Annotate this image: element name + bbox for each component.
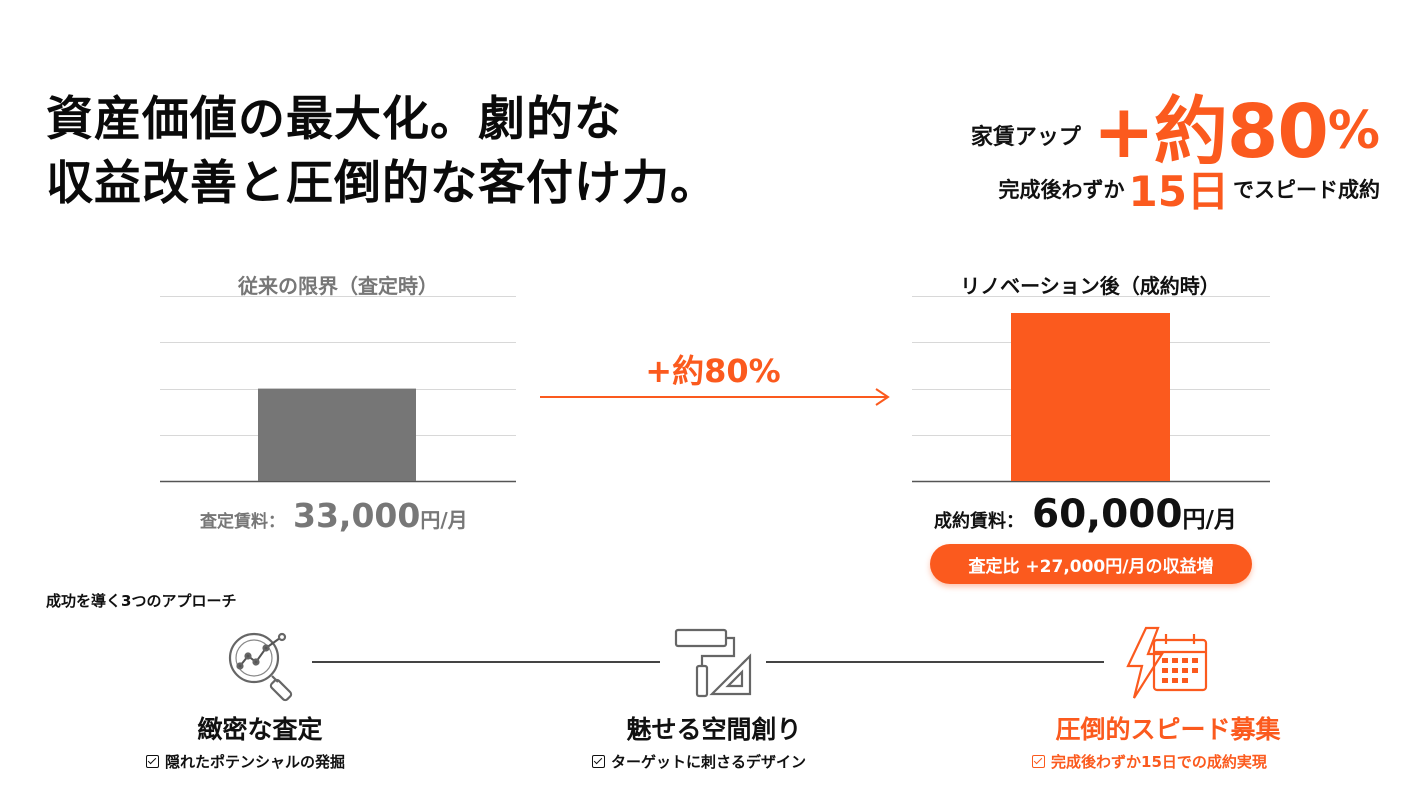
contract-rent-label: 成約賃料： [934,511,1024,532]
step-2-sub-text: ターゲットに刺さるデザイン [611,753,807,771]
assessed-rent-label: 査定賃料： [200,512,285,532]
arrow-label: +約80% [645,352,781,390]
increase-arrow [540,388,890,406]
checkbox-icon [146,755,159,768]
headline: 資産価値の最大化。劇的な 収益改善と圧倒的な客付け力。 [46,88,718,216]
rent-increase-kpi: 家賃アップ +約80 % [971,72,1380,179]
paint-roller-ruler-icon [672,626,756,700]
checkbox-icon [592,755,605,768]
contract-rent-unit: 円/月 [1182,507,1237,533]
step-1-sub-text: 隠れたポテンシャルの発掘 [165,753,346,771]
rent-increase-unit: % [1327,100,1380,161]
contract-prefix: 完成後わずか [998,177,1125,202]
step-1-title: 緻密な査定 [197,715,323,744]
magnifier-analytics-icon [220,626,302,702]
step-3-sub: 完成後わずか15日での成約実現 [1032,751,1267,772]
lightning-calendar-icon [1124,624,1210,702]
assessed-rent-value: 33,000 [293,496,421,535]
step-3-sub-text: 完成後わずか15日での成約実現 [1051,753,1267,771]
checkbox-icon [1032,755,1045,768]
connector-line-1 [312,661,660,663]
contract-days: 15日 [1128,167,1229,216]
bar-contract-rent [1011,313,1170,481]
step-1-sub: 隠れたポテンシャルの発掘 [146,751,345,772]
contract-suffix: でスピード成約 [1233,177,1380,202]
contract-rent: 成約賃料： 60,000 円/月 [934,492,1237,537]
contract-rent-value: 60,000 [1032,492,1183,537]
step-3-title: 圧倒的スピード募集 [1055,715,1281,744]
panel-title-before: 従来の限界（査定時） [238,274,438,298]
connector-line-2 [766,661,1104,663]
step-2-sub: ターゲットに刺さるデザイン [592,751,806,772]
headline-line-1: 資産価値の最大化。劇的な [46,92,622,147]
rent-increase-value: +約80 [1092,89,1329,175]
assessed-rent: 査定賃料： 33,000 円/月 [200,496,468,535]
bars [258,313,1170,481]
approach-title: 成功を導く3つのアプローチ [46,592,237,610]
contract-speed-kpi: 完成後わずか 15日 でスピード成約 [999,158,1380,219]
assessed-rent-unit: 円/月 [420,508,468,532]
panel-title-after: リノベーション後（成約時） [960,274,1220,298]
headline-line-2: 収益改善と圧倒的な客付け力。 [46,156,718,211]
step-2-title: 魅せる空間創り [626,715,802,744]
revenue-increase-badge: 査定比 +27,000円/月の収益増 [930,544,1252,584]
bar-assessed-rent [258,388,416,481]
rent-increase-label: 家賃アップ [970,124,1081,150]
